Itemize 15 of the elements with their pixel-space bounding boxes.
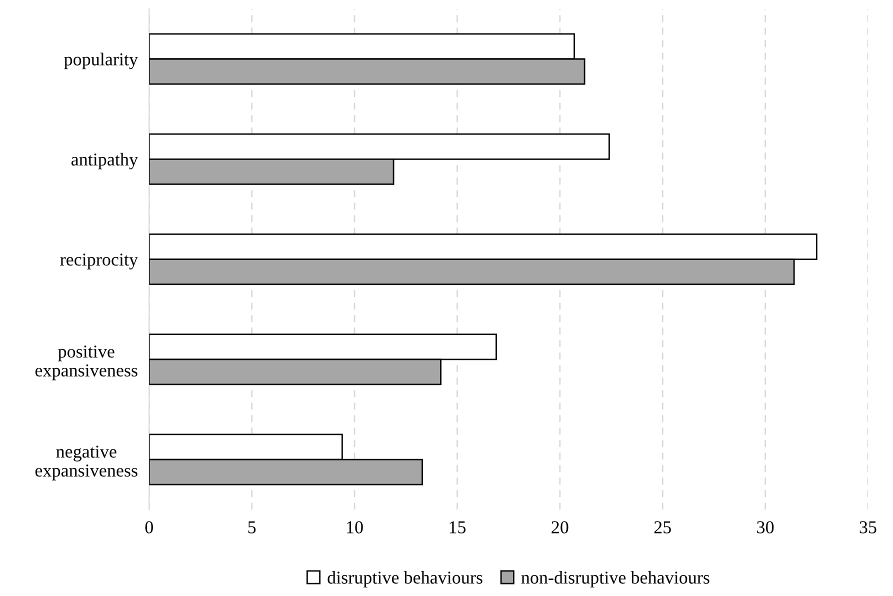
y-tick-label: negative expansiveness [35,446,138,480]
legend-label: disruptive behaviours [328,571,482,588]
y-tick-label: antipathy [71,152,138,170]
x-tick-label: 20 [552,521,568,534]
x-tick-label: 25 [654,521,671,534]
x-tick-label: 0 [145,521,153,534]
y-tick-label: positive expansiveness [35,346,138,380]
y-tick-label: popularity [64,52,138,70]
x-tick-label: 35 [860,521,876,534]
y-tick-label: reciprocity [60,254,138,270]
x-tick-label: 10 [347,521,363,534]
x-tick-label: 15 [450,521,466,534]
legend-label: non-disruptive behaviours [521,571,710,588]
x-tick-label: 30 [757,521,774,534]
x-tick-label: 5 [248,521,256,534]
